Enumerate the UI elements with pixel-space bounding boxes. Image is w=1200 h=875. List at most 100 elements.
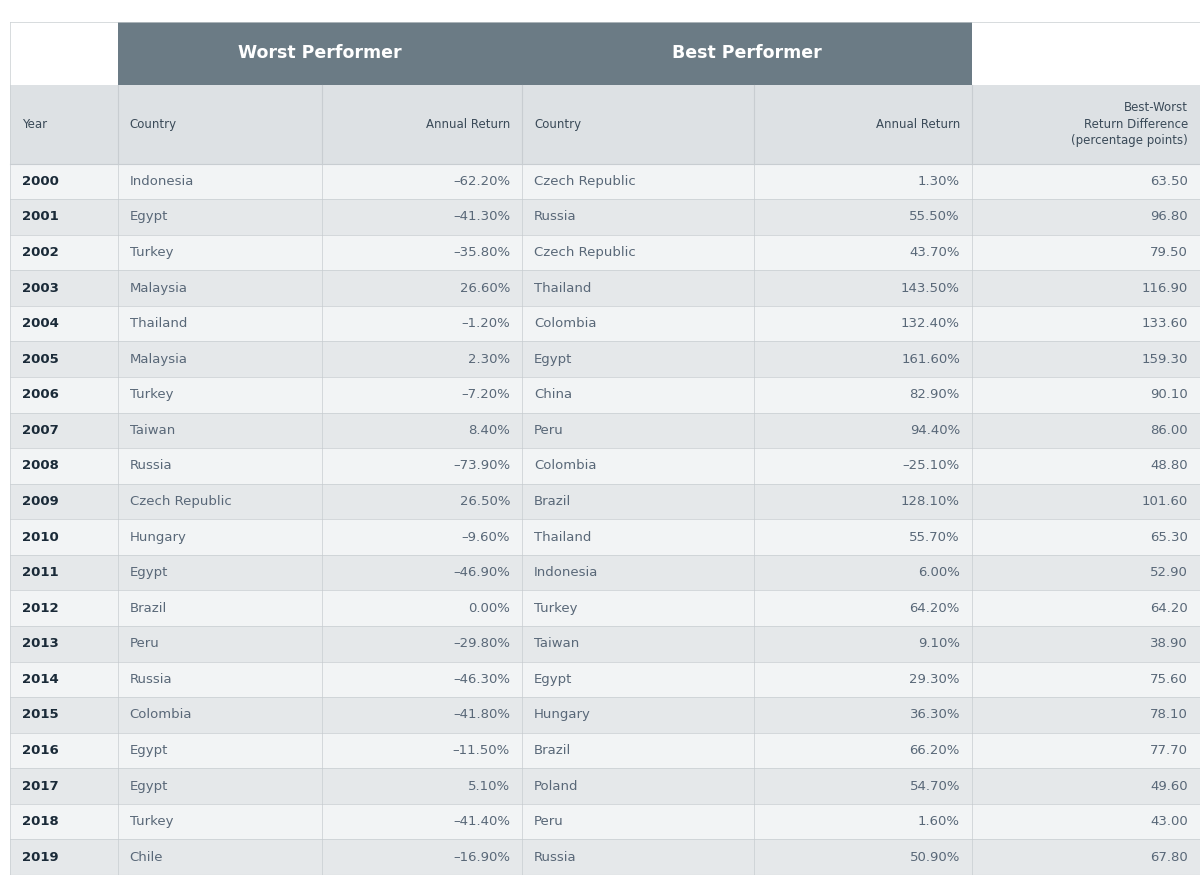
Text: 143.50%: 143.50% [901,282,960,295]
Text: 75.60: 75.60 [1150,673,1188,686]
Text: 2005: 2005 [22,353,59,366]
Text: –16.90%: –16.90% [454,850,510,864]
Text: Colombia: Colombia [534,317,596,330]
Text: 2004: 2004 [22,317,59,330]
Bar [10,804,1200,839]
Text: Hungary: Hungary [130,530,186,543]
Text: 133.60: 133.60 [1141,317,1188,330]
Text: 2002: 2002 [22,246,59,259]
Text: Hungary: Hungary [534,709,590,722]
Text: 86.00: 86.00 [1151,424,1188,437]
Text: –25.10%: –25.10% [902,459,960,472]
Bar [10,768,1200,804]
Text: 2013: 2013 [22,637,59,650]
Bar [10,270,1200,306]
Text: 132.40%: 132.40% [901,317,960,330]
Text: 2.30%: 2.30% [468,353,510,366]
Text: –11.50%: –11.50% [452,744,510,757]
Text: 2003: 2003 [22,282,59,295]
Bar [10,413,1200,448]
Bar [10,839,1200,875]
Text: 55.70%: 55.70% [910,530,960,543]
Text: Malaysia: Malaysia [130,353,187,366]
Text: Turkey: Turkey [534,602,577,615]
Text: 26.50%: 26.50% [460,495,510,508]
Text: Peru: Peru [534,816,564,828]
Text: Taiwan: Taiwan [130,424,175,437]
Text: 5.10%: 5.10% [468,780,510,793]
Text: 1.60%: 1.60% [918,816,960,828]
Text: –46.90%: –46.90% [454,566,510,579]
Text: 9.10%: 9.10% [918,637,960,650]
Text: 43.00: 43.00 [1151,816,1188,828]
Text: 2019: 2019 [22,850,59,864]
Text: Taiwan: Taiwan [534,637,580,650]
Bar [10,555,1200,591]
Bar [10,484,1200,519]
Bar [10,22,118,85]
Text: –46.30%: –46.30% [454,673,510,686]
Text: 6.00%: 6.00% [918,566,960,579]
Text: 0.00%: 0.00% [468,602,510,615]
Text: 128.10%: 128.10% [901,495,960,508]
Text: 2001: 2001 [22,211,59,223]
Text: Egypt: Egypt [130,744,168,757]
Text: 90.10: 90.10 [1151,388,1188,402]
Text: 2000: 2000 [22,175,59,188]
Bar [10,519,1200,555]
Text: 159.30: 159.30 [1141,353,1188,366]
Bar [10,85,1200,164]
Text: 2007: 2007 [22,424,59,437]
Text: –73.90%: –73.90% [452,459,510,472]
Text: 78.10: 78.10 [1150,709,1188,722]
Text: Annual Return: Annual Return [876,118,960,130]
Text: 116.90: 116.90 [1141,282,1188,295]
Text: –29.80%: –29.80% [454,637,510,650]
Text: Thailand: Thailand [534,282,592,295]
Text: Thailand: Thailand [534,530,592,543]
Text: Indonesia: Indonesia [534,566,599,579]
Text: Peru: Peru [534,424,564,437]
Text: –41.80%: –41.80% [454,709,510,722]
Text: Egypt: Egypt [130,780,168,793]
Text: 2009: 2009 [22,495,59,508]
Text: –9.60%: –9.60% [462,530,510,543]
Text: –62.20%: –62.20% [452,175,510,188]
Text: 2016: 2016 [22,744,59,757]
Text: Brazil: Brazil [534,495,571,508]
Bar [118,22,522,85]
Text: Russia: Russia [534,211,577,223]
Bar [10,591,1200,626]
Text: 161.60%: 161.60% [901,353,960,366]
Text: 64.20%: 64.20% [910,602,960,615]
Bar [10,164,1200,200]
Bar [10,626,1200,662]
Text: Brazil: Brazil [534,744,571,757]
Text: 2017: 2017 [22,780,59,793]
Bar [972,22,1200,85]
Text: 94.40%: 94.40% [910,424,960,437]
Text: 38.90: 38.90 [1151,637,1188,650]
Text: Indonesia: Indonesia [130,175,194,188]
Text: Annual Return: Annual Return [426,118,510,130]
Text: Czech Republic: Czech Republic [534,175,636,188]
Text: 2015: 2015 [22,709,59,722]
Text: 36.30%: 36.30% [910,709,960,722]
Text: Egypt: Egypt [534,673,572,686]
Text: Russia: Russia [130,673,173,686]
Bar [10,448,1200,484]
Text: Czech Republic: Czech Republic [534,246,636,259]
Text: 43.70%: 43.70% [910,246,960,259]
Text: –41.40%: –41.40% [454,816,510,828]
Text: Turkey: Turkey [130,246,173,259]
Text: 2006: 2006 [22,388,59,402]
Text: Russia: Russia [534,850,577,864]
Text: 2011: 2011 [22,566,59,579]
Text: Poland: Poland [534,780,578,793]
Text: China: China [534,388,572,402]
Bar [10,306,1200,341]
Text: 55.50%: 55.50% [910,211,960,223]
Text: Turkey: Turkey [130,816,173,828]
Text: 63.50: 63.50 [1150,175,1188,188]
Bar [10,732,1200,768]
